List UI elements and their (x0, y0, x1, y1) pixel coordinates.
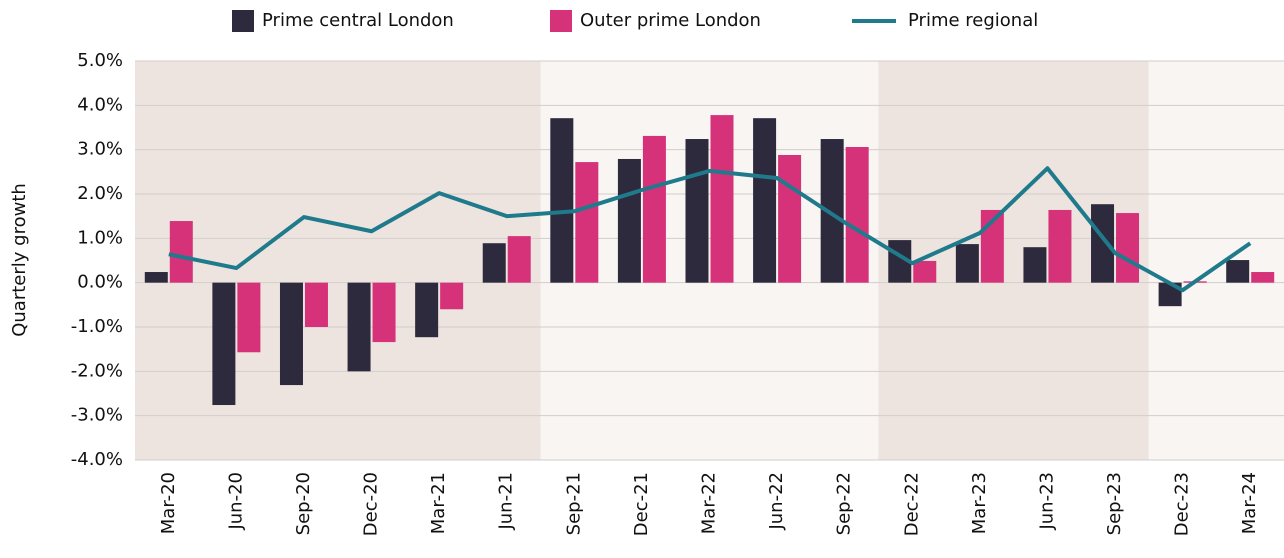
bar (482, 243, 506, 283)
y-tick-label: 2.0% (77, 183, 123, 204)
x-tick-label: Sep-21 (563, 472, 584, 535)
legend-swatch (550, 10, 572, 32)
bar (212, 282, 236, 406)
bar (820, 139, 844, 283)
y-tick-label: -4.0% (71, 449, 123, 470)
y-tick-label: 4.0% (77, 94, 123, 115)
legend-label: Prime central London (262, 10, 454, 31)
x-tick-label: Dec-23 (1172, 472, 1193, 536)
bar (372, 282, 396, 343)
bar (845, 147, 869, 283)
x-tick-label: Jun-20 (225, 472, 246, 531)
x-tick-label: Sep-20 (293, 472, 314, 535)
bar (304, 282, 328, 327)
bar (955, 244, 979, 283)
y-tick-label: 5.0% (77, 50, 123, 71)
bar (913, 260, 937, 283)
bar (279, 282, 303, 386)
background-band (1148, 61, 1284, 460)
bar (144, 272, 168, 283)
bar (237, 282, 261, 353)
bar (1091, 204, 1115, 283)
bar (642, 135, 666, 283)
x-tick-label: Sep-23 (1104, 472, 1125, 535)
bar (1116, 213, 1140, 283)
x-tick-label: Mar-24 (1239, 472, 1260, 534)
x-tick-label: Jun-21 (496, 472, 517, 531)
bar (1226, 260, 1250, 283)
x-tick-label: Dec-22 (901, 472, 922, 536)
bar (1048, 209, 1072, 283)
bar (550, 118, 574, 283)
bar (440, 282, 464, 310)
y-tick-label: -1.0% (71, 316, 123, 337)
legend-swatch (232, 10, 254, 32)
x-tick-label: Mar-20 (158, 472, 179, 534)
x-tick-label: Mar-21 (428, 472, 449, 534)
x-tick-label: Jun-22 (766, 472, 787, 531)
x-tick-label: Sep-22 (834, 472, 855, 535)
bar (1023, 247, 1047, 283)
bar (507, 236, 531, 283)
bar (1251, 272, 1275, 283)
bar (415, 282, 439, 338)
x-tick-label: Jun-23 (1036, 472, 1057, 531)
legend-label: Outer prime London (580, 10, 761, 31)
bar (575, 162, 599, 283)
legend-label: Prime regional (908, 10, 1038, 31)
bar (778, 154, 802, 283)
y-tick-label: 0.0% (77, 272, 123, 293)
line (168, 166, 1252, 293)
bar (685, 139, 709, 283)
bar (169, 221, 193, 283)
bar (753, 118, 777, 283)
y-tick-label: 1.0% (77, 227, 123, 248)
y-tick-label: -3.0% (71, 405, 123, 426)
y-axis-label: Quarterly growth (9, 183, 30, 337)
bar (617, 158, 641, 283)
x-tick-label: Mar-23 (969, 472, 990, 534)
bar (347, 282, 371, 372)
y-tick-label: 3.0% (77, 139, 123, 160)
x-tick-label: Dec-21 (631, 472, 652, 536)
y-tick-label: -2.0% (71, 360, 123, 381)
bar (710, 115, 734, 283)
x-tick-label: Dec-20 (361, 472, 382, 536)
x-tick-label: Mar-22 (699, 472, 720, 534)
